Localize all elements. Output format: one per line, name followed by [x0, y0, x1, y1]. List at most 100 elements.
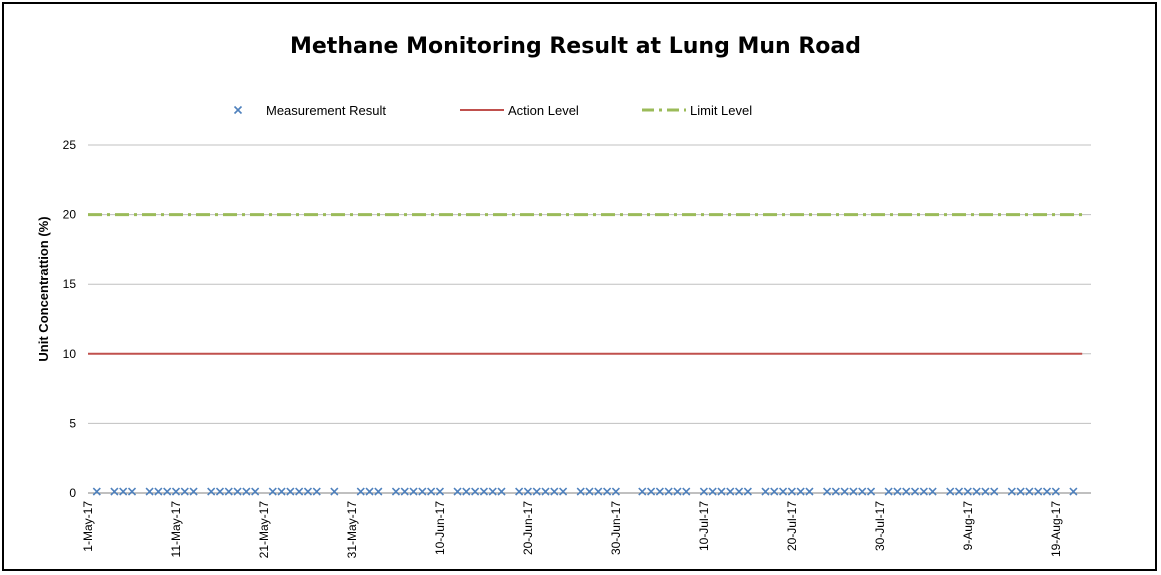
measurement-point — [479, 487, 488, 496]
chart-title: Methane Monitoring Result at Lung Mun Ro… — [289, 34, 861, 59]
measurement-point — [418, 487, 427, 496]
measurement-point — [585, 487, 594, 496]
measurement-point — [127, 487, 137, 496]
measurement-point — [453, 487, 462, 496]
measurement-point — [550, 487, 559, 496]
measurement-point — [435, 487, 444, 496]
measurement-point — [365, 487, 374, 496]
measurement-point — [356, 487, 365, 496]
measurement-point — [154, 487, 163, 496]
measurement-point — [312, 487, 321, 496]
measurement-point — [1051, 487, 1060, 496]
measurement-point — [963, 487, 972, 496]
measurement-point — [110, 487, 119, 496]
x-tick-label: 10-Jun-17 — [433, 501, 447, 555]
legend-item: Action Level — [460, 103, 579, 118]
measurement-point — [1034, 487, 1043, 496]
measurement-point — [286, 487, 295, 496]
measurement-point — [488, 487, 497, 496]
measurement-point — [330, 487, 339, 496]
measurement-point — [787, 487, 796, 496]
measurement-point — [532, 487, 541, 496]
measurement-point — [374, 487, 383, 496]
measurement-point — [594, 487, 603, 496]
measurement-point — [822, 487, 832, 496]
measurement-point — [638, 487, 647, 496]
x-tick-label: 20-Jun-17 — [521, 501, 535, 555]
measurement-point — [541, 487, 550, 496]
measurement-point — [1007, 487, 1016, 496]
measurement-point — [268, 487, 277, 496]
x-tick-label: 1-May-17 — [81, 501, 95, 552]
measurement-point — [295, 487, 304, 496]
gridlines — [88, 144, 1091, 494]
measurement-point — [655, 487, 664, 496]
measurement-point — [427, 487, 436, 496]
measurement-point — [462, 487, 471, 496]
measurement-point — [1069, 487, 1078, 496]
y-tick-label: 15 — [63, 277, 77, 291]
legend: Measurement Result Action Level Limit Leve… — [233, 103, 752, 118]
measurement-point — [796, 487, 805, 496]
measurement-point — [497, 487, 506, 496]
x-axis-ticks: 1-May-17 11-May-17 21-May-17 31-May-17 10-Ju… — [81, 501, 1063, 559]
measurement-point — [981, 487, 990, 496]
measurement-point — [770, 487, 779, 496]
measurement-point — [145, 487, 154, 496]
measurement-point — [699, 487, 708, 496]
measurement-point — [163, 487, 172, 496]
x-tick-label: 19-Aug-17 — [1049, 501, 1063, 557]
measurement-point — [92, 487, 101, 496]
measurement-point — [215, 487, 225, 496]
measurement-point — [647, 487, 656, 496]
measurement-point — [805, 487, 814, 496]
measurement-point — [559, 487, 568, 496]
measurement-point — [717, 487, 726, 496]
measurement-point — [207, 487, 216, 496]
measurement-point — [954, 487, 964, 496]
measurement-point — [180, 487, 189, 496]
measurement-point — [391, 487, 401, 496]
y-tick-label: 25 — [63, 138, 77, 152]
measurement-point — [919, 487, 928, 496]
measurement-point — [673, 487, 682, 496]
legend-item: Measurement Result — [233, 103, 386, 118]
measurement-point — [277, 487, 286, 496]
measurement-point — [849, 487, 858, 496]
measurement-point — [778, 487, 788, 496]
measurement-point — [866, 487, 876, 496]
measurement-point — [893, 487, 902, 496]
measurement-point — [902, 487, 911, 496]
measurement-point — [946, 487, 955, 496]
legend-item: Limit Level — [642, 103, 752, 118]
measurement-point — [1016, 487, 1025, 496]
measurement-point — [400, 487, 409, 496]
measurement-point — [910, 487, 920, 496]
legend-label: Limit Level — [690, 103, 752, 118]
measurement-point — [831, 487, 840, 496]
chart-canvas: 0 5 10 15 20 25 1-May-17 11-May-17 21-May-17 31-… — [36, 103, 1091, 559]
y-axis-label: Unit Concentrattion (%) — [36, 216, 51, 361]
x-tick-label: 21-May-17 — [257, 501, 271, 559]
legend-marker-x — [233, 105, 243, 115]
y-tick-label: 0 — [69, 486, 76, 500]
x-tick-label: 30-Jul-17 — [873, 501, 887, 551]
measurement-point — [611, 487, 620, 496]
measurement-point — [242, 487, 251, 496]
legend-label: Action Level — [508, 103, 579, 118]
measurement-point — [664, 487, 673, 496]
measurement-point — [251, 487, 260, 496]
x-tick-label: 30-Jun-17 — [609, 501, 623, 555]
y-axis-ticks: 0 5 10 15 20 25 — [63, 138, 77, 500]
measurement-point — [743, 487, 752, 496]
x-tick-label: 10-Jul-17 — [697, 501, 711, 551]
measurement-point — [119, 487, 128, 496]
measurement-point — [884, 487, 893, 496]
measurement-point — [708, 487, 717, 496]
measurement-point — [409, 487, 418, 496]
measurement-point — [972, 487, 981, 496]
measurement-point — [189, 487, 198, 496]
measurement-point — [1025, 487, 1034, 496]
measurement-point — [523, 487, 532, 496]
